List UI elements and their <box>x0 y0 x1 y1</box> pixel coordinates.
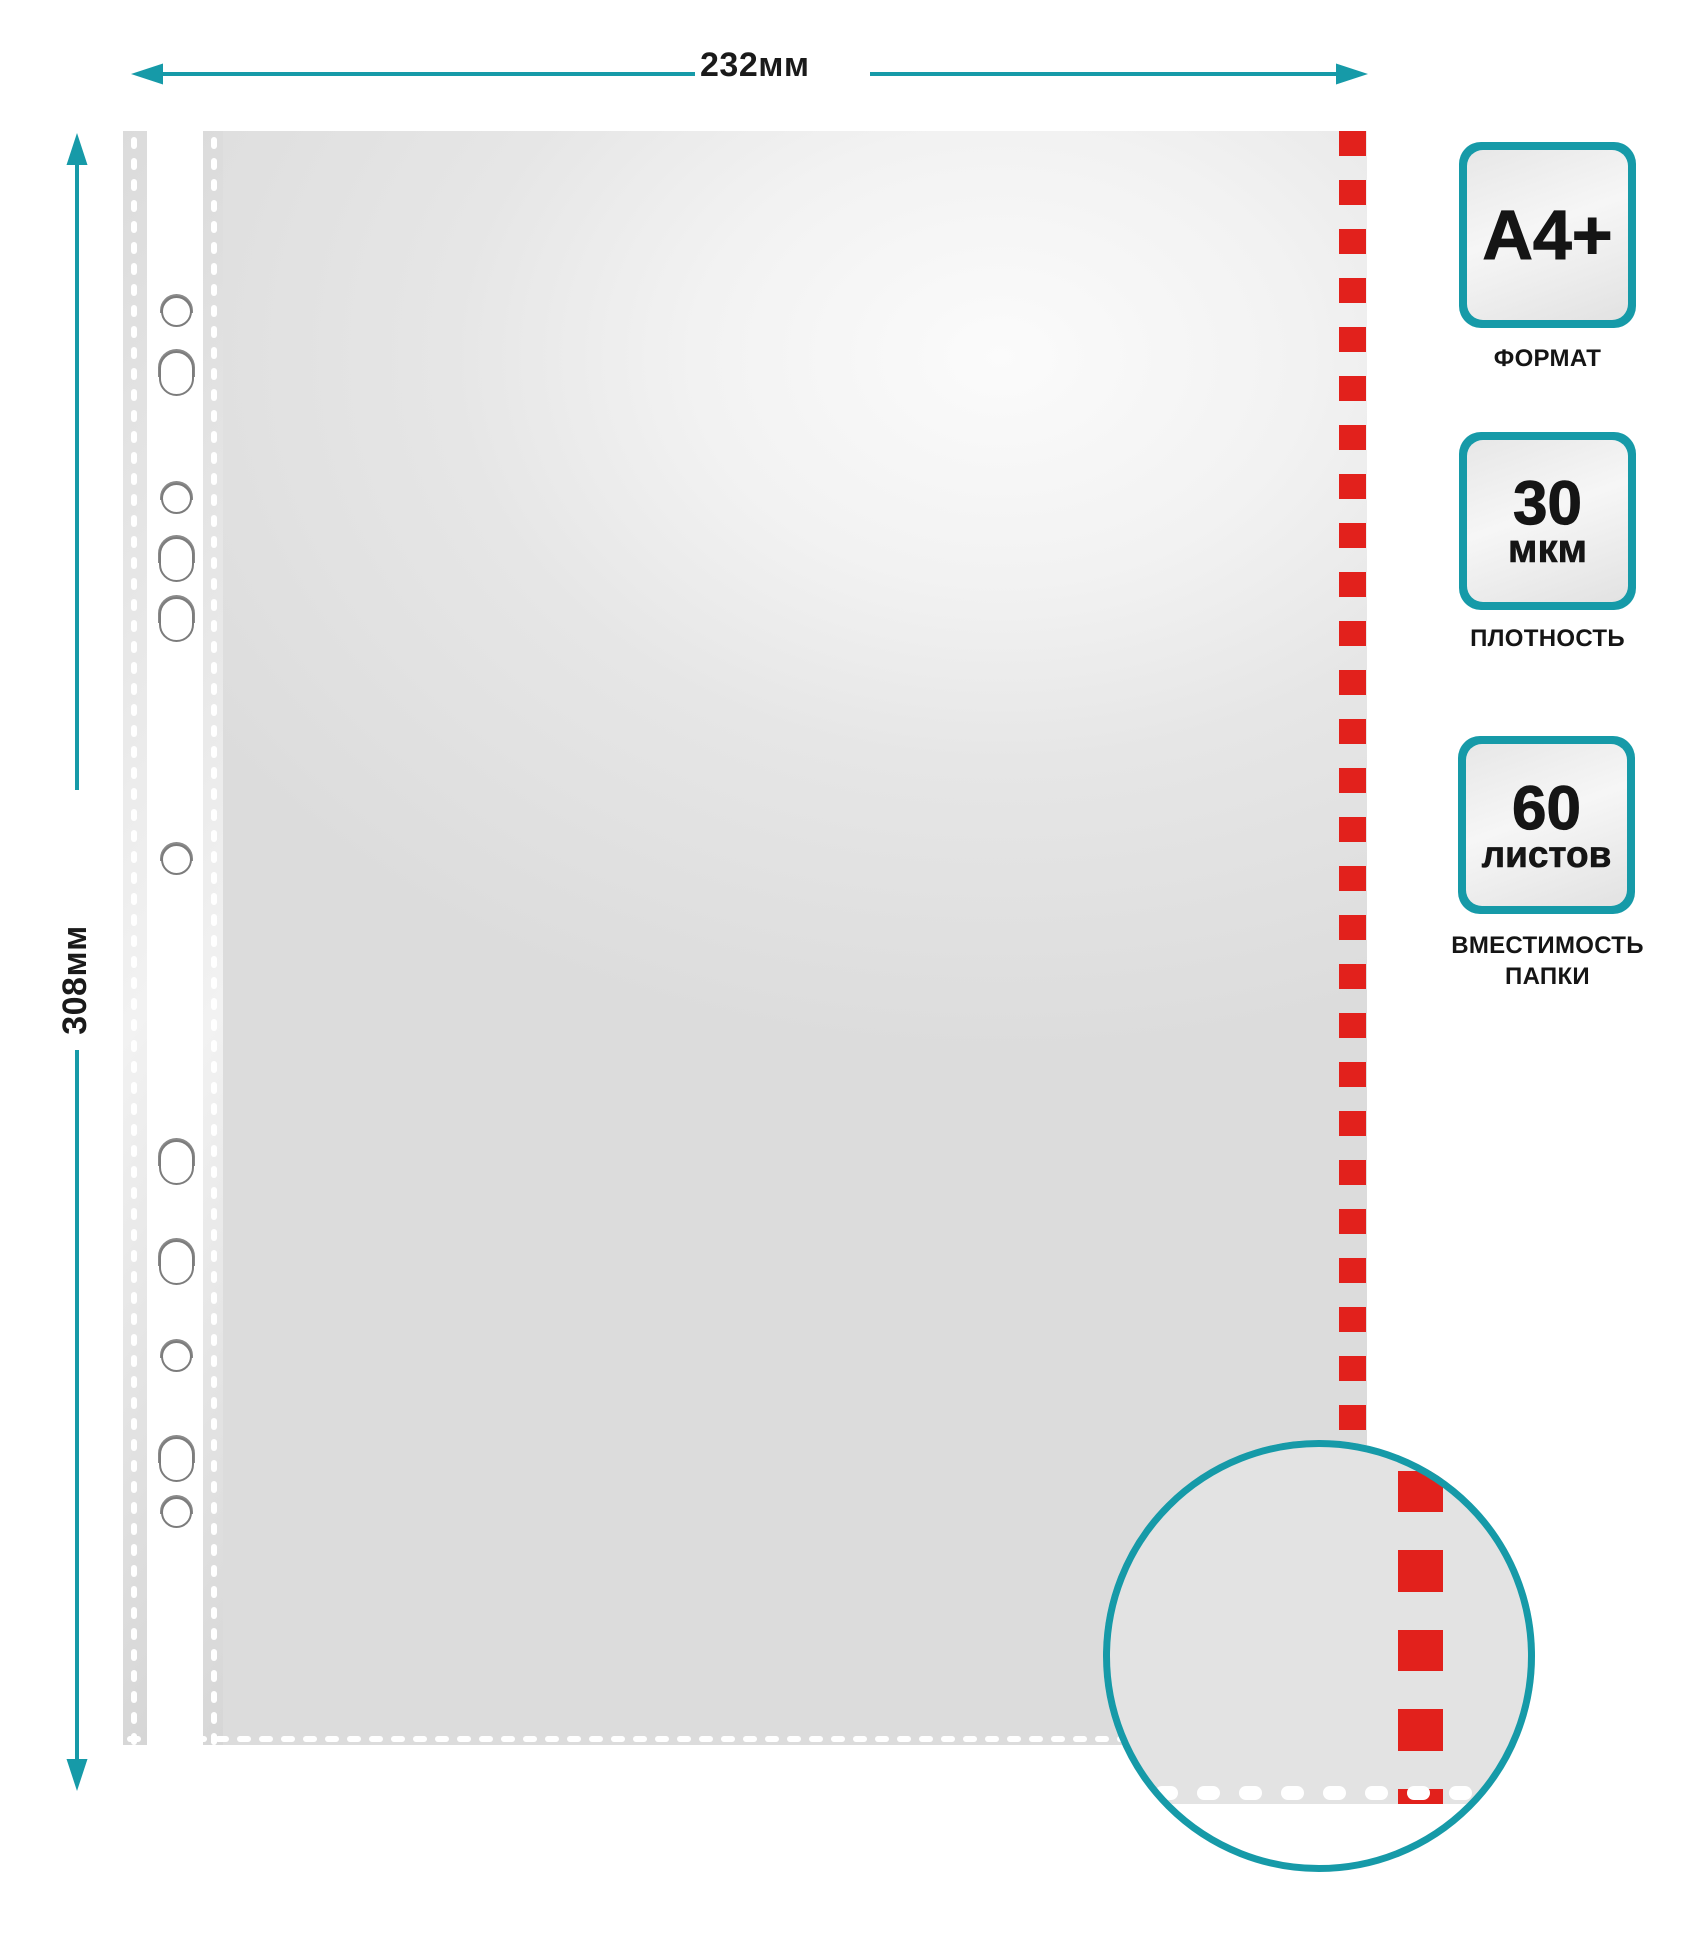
svg-text:308мм: 308мм <box>56 925 94 1035</box>
